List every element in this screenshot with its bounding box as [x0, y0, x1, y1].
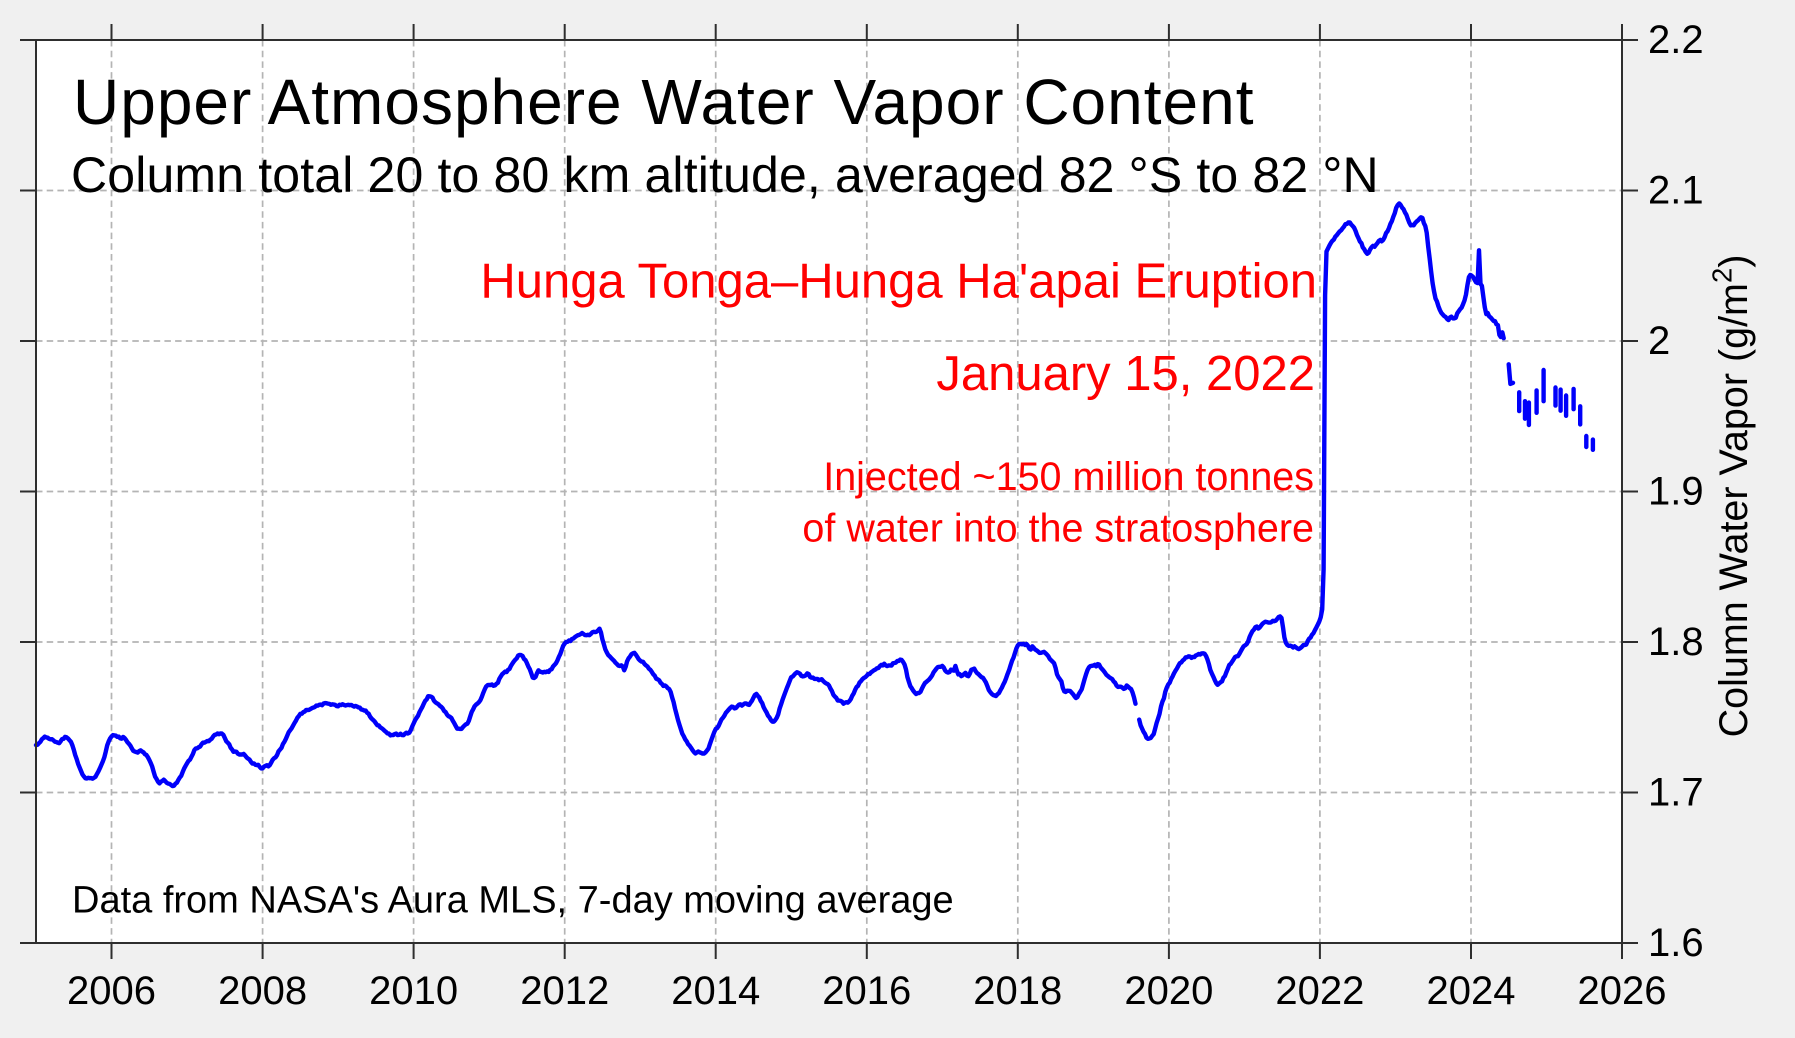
svg-text:1.7: 1.7	[1648, 771, 1704, 815]
svg-text:2.1: 2.1	[1648, 169, 1704, 213]
svg-text:Upper Atmosphere Water Vapor C: Upper Atmosphere Water Vapor Content	[73, 66, 1254, 138]
svg-text:1.6: 1.6	[1648, 921, 1704, 965]
svg-text:2010: 2010	[369, 969, 458, 1013]
svg-text:2026: 2026	[1578, 969, 1667, 1013]
svg-text:2024: 2024	[1427, 969, 1516, 1013]
svg-text:2014: 2014	[671, 969, 760, 1013]
svg-text:Hunga Tonga–Hunga Ha'apai Erup: Hunga Tonga–Hunga Ha'apai Eruption	[480, 255, 1317, 309]
svg-text:2012: 2012	[520, 969, 609, 1013]
svg-text:2018: 2018	[973, 969, 1062, 1013]
svg-text:Column Water Vapor (g/m2): Column Water Vapor (g/m2)	[1707, 255, 1757, 738]
svg-text:1.8: 1.8	[1648, 620, 1704, 664]
svg-text:2022: 2022	[1275, 969, 1364, 1013]
svg-text:Data from NASA's Aura MLS, 7-d: Data from NASA's Aura MLS, 7-day moving …	[72, 880, 954, 922]
svg-text:2: 2	[1648, 319, 1670, 363]
svg-text:2016: 2016	[822, 969, 911, 1013]
svg-text:Injected ~150 million tonnes: Injected ~150 million tonnes	[823, 455, 1314, 499]
svg-text:2008: 2008	[218, 969, 307, 1013]
svg-text:January 15, 2022: January 15, 2022	[936, 347, 1315, 401]
svg-text:1.9: 1.9	[1648, 470, 1704, 514]
svg-text:Column total 20 to 80 km altit: Column total 20 to 80 km altitude, avera…	[71, 147, 1379, 203]
svg-text:2006: 2006	[67, 969, 156, 1013]
svg-text:2.2: 2.2	[1648, 18, 1704, 62]
svg-text:of water into the stratosphere: of water into the stratosphere	[802, 507, 1314, 551]
svg-text:2020: 2020	[1124, 969, 1213, 1013]
